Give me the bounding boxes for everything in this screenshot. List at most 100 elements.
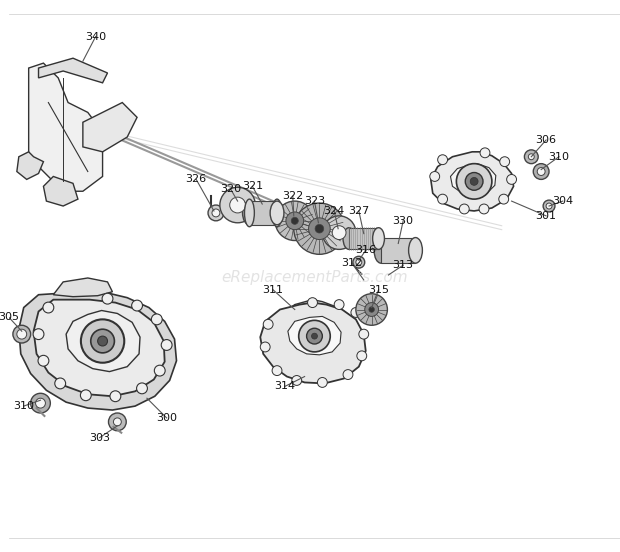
- Circle shape: [500, 157, 510, 167]
- Circle shape: [498, 194, 508, 204]
- Polygon shape: [84, 321, 122, 357]
- Circle shape: [154, 365, 165, 376]
- Polygon shape: [38, 58, 107, 83]
- Text: 323: 323: [304, 196, 325, 206]
- Circle shape: [110, 391, 121, 402]
- Circle shape: [98, 336, 107, 346]
- Text: 311: 311: [263, 285, 283, 295]
- Circle shape: [81, 320, 124, 363]
- Circle shape: [260, 342, 270, 352]
- Polygon shape: [17, 152, 43, 179]
- Text: 303: 303: [89, 433, 110, 443]
- Circle shape: [322, 216, 356, 250]
- Circle shape: [459, 204, 469, 214]
- Circle shape: [113, 418, 122, 426]
- Circle shape: [507, 174, 516, 184]
- Circle shape: [299, 320, 330, 352]
- Polygon shape: [19, 292, 177, 410]
- Circle shape: [470, 177, 478, 185]
- Ellipse shape: [242, 201, 256, 225]
- Circle shape: [294, 203, 345, 254]
- Text: 314: 314: [274, 381, 296, 391]
- Circle shape: [365, 302, 379, 316]
- Circle shape: [543, 200, 555, 212]
- Circle shape: [212, 209, 220, 217]
- Circle shape: [102, 293, 113, 304]
- Text: 301: 301: [536, 211, 557, 221]
- Circle shape: [307, 328, 322, 344]
- Circle shape: [55, 378, 66, 389]
- Circle shape: [479, 204, 489, 214]
- Polygon shape: [29, 63, 102, 191]
- Circle shape: [351, 307, 361, 317]
- Circle shape: [430, 172, 440, 182]
- Text: 327: 327: [348, 206, 370, 216]
- Circle shape: [30, 393, 50, 413]
- Text: 340: 340: [85, 31, 106, 41]
- Circle shape: [334, 300, 344, 310]
- Circle shape: [357, 351, 366, 361]
- Polygon shape: [451, 163, 496, 196]
- Circle shape: [272, 365, 282, 375]
- Circle shape: [343, 370, 353, 379]
- Polygon shape: [431, 152, 513, 211]
- Circle shape: [332, 226, 346, 240]
- Text: 300: 300: [156, 413, 177, 423]
- Ellipse shape: [373, 228, 384, 250]
- Polygon shape: [66, 310, 140, 371]
- Circle shape: [136, 383, 148, 394]
- Circle shape: [537, 168, 545, 176]
- Circle shape: [533, 163, 549, 179]
- Polygon shape: [83, 103, 137, 152]
- Circle shape: [291, 217, 298, 224]
- Circle shape: [91, 329, 115, 353]
- Circle shape: [151, 314, 162, 325]
- Ellipse shape: [343, 228, 355, 250]
- Circle shape: [43, 302, 54, 313]
- Text: 330: 330: [392, 216, 414, 226]
- Circle shape: [311, 333, 317, 339]
- Text: eReplacementParts.com: eReplacementParts.com: [221, 270, 408, 285]
- Circle shape: [208, 205, 224, 221]
- Circle shape: [525, 150, 538, 163]
- Polygon shape: [275, 300, 362, 376]
- Polygon shape: [288, 316, 341, 355]
- Polygon shape: [53, 278, 112, 296]
- Circle shape: [480, 148, 490, 158]
- Circle shape: [264, 320, 273, 329]
- Ellipse shape: [409, 237, 422, 263]
- Circle shape: [315, 224, 324, 233]
- Circle shape: [220, 187, 255, 223]
- Circle shape: [528, 154, 534, 160]
- Circle shape: [438, 155, 448, 164]
- Circle shape: [13, 325, 30, 343]
- Circle shape: [356, 294, 388, 325]
- Circle shape: [81, 390, 91, 401]
- Polygon shape: [381, 237, 415, 263]
- Text: 315: 315: [368, 285, 389, 295]
- Circle shape: [108, 413, 126, 431]
- Circle shape: [356, 259, 362, 265]
- Polygon shape: [33, 300, 165, 396]
- Circle shape: [546, 203, 552, 209]
- Polygon shape: [43, 177, 78, 206]
- Circle shape: [438, 194, 448, 204]
- Text: 326: 326: [185, 174, 206, 184]
- Text: 321: 321: [242, 181, 263, 192]
- Text: 306: 306: [536, 135, 557, 145]
- Text: 310: 310: [549, 152, 569, 162]
- Circle shape: [161, 339, 172, 351]
- Circle shape: [38, 355, 49, 366]
- Circle shape: [35, 398, 45, 408]
- Circle shape: [456, 163, 492, 199]
- Text: 322: 322: [282, 191, 303, 201]
- Circle shape: [286, 212, 304, 230]
- Circle shape: [33, 329, 44, 339]
- Circle shape: [359, 329, 369, 339]
- Text: 304: 304: [552, 196, 574, 206]
- Text: 320: 320: [220, 184, 241, 194]
- Text: 316: 316: [355, 246, 376, 256]
- Circle shape: [292, 375, 302, 385]
- Text: 305: 305: [0, 312, 19, 322]
- Circle shape: [309, 218, 330, 240]
